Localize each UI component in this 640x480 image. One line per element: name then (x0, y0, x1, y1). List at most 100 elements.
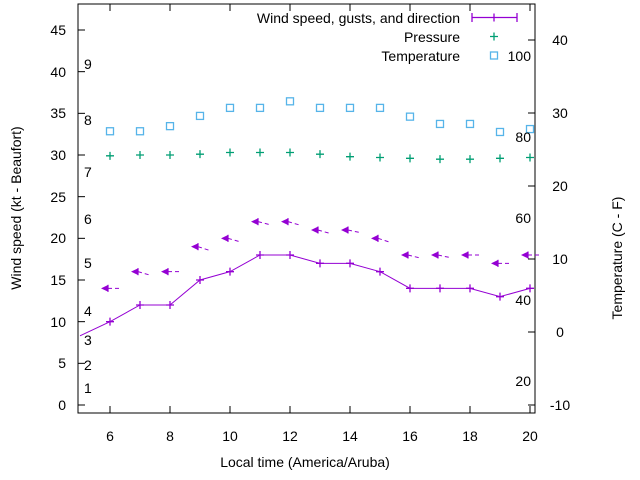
x-tick-label: 14 (342, 428, 358, 444)
temperature-square-sample-icon (489, 51, 499, 60)
legend-entry-wind: Wind speed, gusts, and direction (190, 8, 535, 27)
legend-label-pressure: Pressure (403, 28, 460, 45)
plus-marker (346, 152, 354, 161)
gust-arrow-head (281, 218, 289, 226)
gust-vector-tail (317, 229, 332, 235)
gust-arrow-head (251, 218, 259, 226)
wind-sample-glyph (471, 13, 518, 22)
beaufort-scale-label: 3 (84, 332, 92, 348)
y-left-tick-label: 40 (50, 63, 66, 80)
plus-marker (316, 150, 324, 159)
beaufort-scale-label: 2 (84, 357, 92, 373)
plus-marker (196, 276, 204, 284)
plus-marker (436, 284, 444, 293)
beaufort-scale-label: 4 (84, 302, 92, 319)
fahrenheit-scale-label: 40 (515, 291, 531, 308)
temperature-point (105, 127, 115, 136)
x-tick-label: 10 (222, 428, 238, 444)
gust-vector-tail (377, 237, 392, 244)
x-axis-title: Local time (America/Aruba) (220, 454, 390, 470)
beaufort-scale-label: 1 (84, 380, 92, 397)
plus-marker (286, 148, 294, 157)
wind-errorbar-sample-icon (471, 13, 518, 22)
plus-marker (106, 151, 114, 160)
gust-vector-tail (407, 254, 422, 259)
plus-marker (376, 153, 384, 162)
x-tick-label: 8 (166, 428, 174, 444)
temperature-point (435, 119, 445, 129)
temperature-point (525, 124, 535, 134)
plus-marker (256, 251, 264, 259)
temperature-point (225, 103, 235, 113)
plus-marker (226, 148, 234, 157)
pressure-sample-glyph (490, 32, 498, 41)
gust-vector-tail (287, 221, 302, 226)
gust-arrow-head (461, 251, 469, 259)
temperature-point (375, 103, 385, 113)
y-left-tick-label: 15 (50, 272, 66, 288)
fahrenheit-scale-label: 100 (507, 48, 531, 65)
plus-marker (496, 292, 504, 301)
gust-vector-tail (437, 254, 452, 259)
gust-vector-tail (227, 237, 242, 243)
temperature-point (285, 97, 295, 106)
pressure-plus-sample-icon (490, 32, 498, 41)
x-tick-label: 20 (522, 428, 538, 444)
plus-marker (166, 151, 174, 159)
beaufort-scale-label: 7 (84, 163, 92, 180)
plus-marker (196, 150, 204, 159)
y-left-tick-label: 5 (58, 355, 66, 372)
gust-vector-tail (347, 229, 362, 234)
gust-arrow-head (221, 234, 229, 242)
legend-label-wind: Wind speed, gusts, and direction (256, 9, 460, 26)
plus-marker (226, 267, 234, 276)
plus-marker (436, 155, 444, 164)
y-right-tick-label: -10 (549, 397, 571, 413)
plus-marker (526, 153, 534, 162)
right-axis-title: Temperature (C - F) (609, 196, 625, 320)
fahrenheit-scale-label: 20 (515, 372, 531, 389)
fahrenheit-scale-label: 60 (515, 210, 531, 227)
y-right-tick-label: 30 (552, 105, 568, 121)
legend-entry-temperature: Temperature (190, 46, 535, 65)
gust-arrow-head (311, 226, 319, 234)
plus-marker (166, 301, 174, 309)
gust-arrow-head (491, 259, 499, 267)
y-left-tick-label: 20 (50, 230, 66, 247)
y-right-tick-label: 40 (552, 32, 568, 48)
legend: Wind speed, gusts, and direction Pressur… (190, 8, 535, 65)
plus-marker (106, 317, 114, 326)
x-tick-label: 16 (402, 428, 418, 444)
y-left-tick-label: 30 (50, 147, 66, 163)
beaufort-scale-label: 6 (84, 211, 92, 228)
temperature-point (345, 103, 355, 113)
plus-marker (466, 155, 474, 164)
y-left-tick-label: 10 (50, 313, 66, 330)
left-axis-title: Wind speed (kt - Beaufort) (8, 126, 24, 290)
gust-arrow-head (101, 284, 109, 292)
temperature-point (405, 112, 415, 121)
plus-marker (346, 259, 354, 268)
temperature-point (315, 103, 325, 113)
plus-marker (406, 284, 414, 293)
plus-marker (466, 284, 474, 293)
gust-arrow-head (431, 251, 439, 259)
wind-speed-line (79, 254, 531, 337)
plus-marker (136, 151, 144, 159)
gust-arrow-head (341, 226, 349, 234)
gust-arrow-head (161, 268, 169, 276)
plus-marker (406, 154, 414, 163)
temperature-point (135, 127, 145, 136)
x-tick-label: 6 (106, 428, 114, 444)
plot-border (77, 3, 536, 414)
beaufort-scale-label: 5 (84, 255, 92, 272)
gust-arrow-head (191, 243, 199, 251)
y-left-tick-label: 35 (50, 105, 66, 122)
temperature-sample-glyph (489, 51, 499, 60)
gust-vector-tail (257, 221, 272, 226)
plus-marker (256, 148, 264, 157)
y-left-tick-label: 45 (50, 22, 66, 38)
y-left-tick-label: 0 (58, 397, 66, 413)
